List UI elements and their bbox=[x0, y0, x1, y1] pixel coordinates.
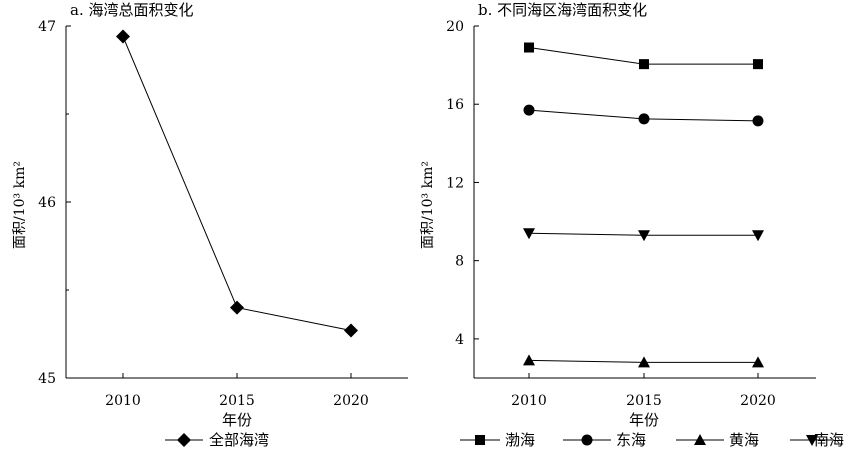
legend-label: 全部海湾 bbox=[209, 431, 269, 449]
chart-b-ylabel: 面积/10³ km² bbox=[420, 161, 436, 249]
x-tick-label: 2015 bbox=[219, 393, 255, 409]
legend-marker bbox=[806, 435, 818, 446]
data-point bbox=[639, 59, 649, 70]
data-point bbox=[523, 104, 535, 116]
data-point bbox=[638, 113, 650, 125]
x-tick-label: 2020 bbox=[740, 393, 776, 409]
chart-b-legend: 渤海 东海 黄海 南海 bbox=[460, 431, 844, 449]
x-tick-label: 2010 bbox=[511, 393, 547, 409]
x-tick-label: 2020 bbox=[333, 393, 369, 409]
x-tick-label: 2010 bbox=[105, 393, 141, 409]
data-point bbox=[752, 230, 764, 242]
x-tick-label: 2015 bbox=[626, 393, 662, 409]
legend-marker bbox=[581, 434, 593, 446]
legend-label: 东海 bbox=[616, 431, 646, 449]
data-point bbox=[753, 59, 763, 70]
y-tick-label: 47 bbox=[38, 19, 56, 35]
chart-panel-b: b. 不同海区海湾面积变化 面积/10³ km² 年份 4 8 12 16 20 201… bbox=[420, 1, 844, 449]
legend-label: 南海 bbox=[814, 431, 844, 449]
data-point bbox=[638, 230, 650, 242]
legend-marker bbox=[177, 433, 191, 447]
data-point bbox=[230, 300, 244, 315]
y-tick-label: 4 bbox=[455, 332, 464, 348]
data-point bbox=[116, 29, 130, 44]
chart-a-legend: 全部海湾 bbox=[165, 431, 269, 449]
chart-a-title: a. 海湾总面积变化 bbox=[70, 1, 193, 19]
legend-label: 渤海 bbox=[505, 431, 535, 449]
data-point bbox=[752, 115, 764, 127]
chart-a-xlabel: 年份 bbox=[222, 411, 252, 429]
data-point bbox=[752, 356, 764, 368]
legend-marker bbox=[694, 434, 706, 445]
series-line bbox=[122, 36, 352, 331]
data-point bbox=[523, 228, 535, 240]
y-tick-label: 12 bbox=[446, 175, 464, 191]
y-tick-label: 16 bbox=[446, 97, 464, 113]
data-point bbox=[638, 356, 650, 368]
chart-b-title: b. 不同海区海湾面积变化 bbox=[478, 1, 647, 19]
data-point bbox=[523, 354, 535, 366]
chart-panel-a: a. 海湾总面积变化 面积/10³ km² 年份 45 46 47 2010 2015… bbox=[12, 1, 408, 449]
y-tick-label: 45 bbox=[38, 371, 56, 387]
y-tick-label: 8 bbox=[455, 254, 464, 270]
data-point bbox=[524, 42, 534, 53]
legend-marker bbox=[475, 435, 485, 445]
legend-label: 黄海 bbox=[729, 431, 759, 449]
chart-a-ylabel: 面积/10³ km² bbox=[12, 161, 28, 249]
chart-b-xlabel: 年份 bbox=[629, 411, 659, 429]
y-tick-label: 46 bbox=[38, 195, 56, 211]
data-point bbox=[344, 323, 358, 338]
y-tick-label: 20 bbox=[446, 19, 464, 35]
